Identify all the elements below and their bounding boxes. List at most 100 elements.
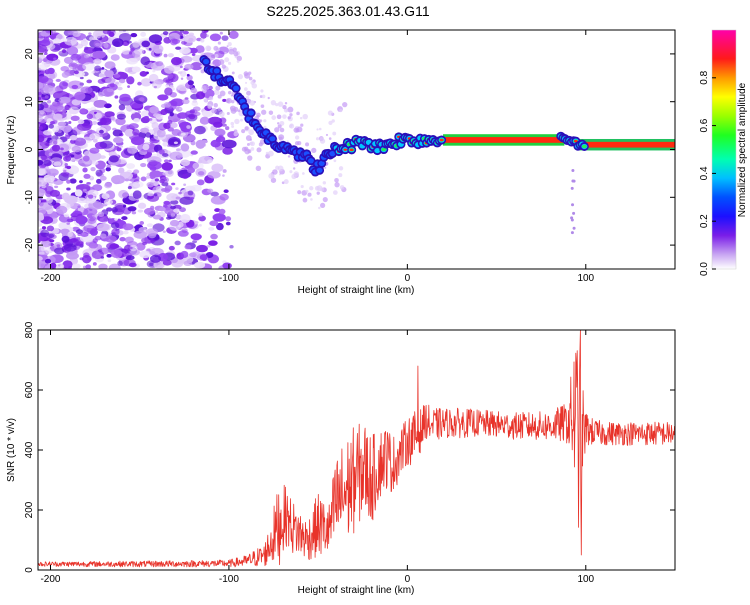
noise-speck — [114, 218, 118, 221]
noise-speck — [40, 154, 48, 161]
ridge-tail-speck — [571, 168, 575, 172]
noise-speck — [66, 222, 71, 225]
colorbar-tick-label: 0.6 — [699, 118, 710, 132]
ridge-blob-core — [318, 160, 325, 167]
noise-speck — [97, 211, 105, 217]
noise-speck — [180, 132, 186, 136]
spectrogram-noise-layer — [38, 30, 348, 269]
noise-speck — [169, 151, 183, 161]
noise-speck — [173, 208, 181, 213]
noise-speck — [113, 137, 124, 144]
noise-speck — [147, 192, 154, 197]
noise-speck — [80, 232, 89, 237]
noise-speck — [284, 101, 288, 105]
noise-speck — [319, 127, 322, 131]
noise-speck — [249, 138, 253, 141]
noise-speck — [153, 113, 161, 118]
noise-speck — [179, 47, 191, 54]
noise-speck — [42, 58, 48, 62]
noise-speck — [207, 159, 213, 164]
noise-speck — [165, 169, 174, 177]
spectrogram-ytick-label: -20 — [24, 237, 35, 252]
noise-speck — [116, 113, 126, 120]
noise-speck — [69, 134, 78, 141]
noise-speck — [46, 225, 55, 232]
noise-speck — [99, 233, 107, 239]
noise-speck — [328, 120, 333, 126]
snr-ytick-label: 600 — [24, 381, 35, 398]
noise-speck — [117, 86, 123, 91]
noise-speck — [118, 78, 126, 84]
noise-speck — [158, 149, 165, 155]
noise-speck — [246, 142, 250, 146]
noise-speck — [207, 170, 221, 179]
noise-speck — [99, 129, 104, 134]
noise-speck — [63, 213, 70, 218]
noise-speck — [114, 95, 119, 99]
noise-speck — [188, 252, 197, 257]
noise-speck — [93, 58, 102, 65]
noise-speck — [249, 141, 254, 146]
noise-speck — [182, 173, 189, 180]
noise-speck — [236, 55, 243, 62]
noise-speck — [40, 86, 49, 95]
noise-speck — [338, 166, 344, 171]
noise-speck — [61, 192, 70, 201]
ridge-tail-speck — [571, 179, 575, 183]
noise-speck — [38, 239, 41, 244]
noise-speck — [107, 259, 112, 263]
noise-speck — [225, 221, 231, 226]
noise-speck — [205, 251, 214, 258]
noise-speck — [221, 64, 226, 69]
noise-speck — [38, 103, 45, 111]
noise-speck — [208, 96, 214, 101]
spectrogram-xtick-label: 100 — [577, 273, 594, 284]
noise-speck — [65, 252, 79, 260]
noise-speck — [243, 71, 249, 77]
noise-speck — [305, 142, 310, 147]
noise-speck — [175, 187, 179, 190]
noise-speck — [320, 202, 326, 208]
noise-speck — [339, 185, 345, 190]
noise-speck — [261, 94, 266, 99]
noise-speck — [216, 222, 224, 231]
noise-speck — [56, 142, 71, 152]
noise-speck — [221, 139, 237, 149]
noise-speck — [157, 94, 169, 101]
noise-speck — [179, 107, 182, 111]
noise-speck — [229, 244, 234, 249]
noise-speck — [56, 138, 62, 142]
ridge-blob-core — [374, 147, 381, 154]
noise-speck — [71, 145, 81, 153]
noise-speck — [145, 132, 152, 138]
noise-speck — [331, 119, 335, 123]
noise-speck — [77, 159, 84, 164]
noise-speck — [270, 177, 277, 183]
colorbar-ticks: 0.0 0.2 0.4 0.6 0.8 — [699, 70, 716, 276]
noise-speck — [38, 213, 43, 222]
noise-speck — [162, 141, 168, 147]
ridge-blob-peak — [349, 148, 354, 152]
noise-speck — [137, 202, 147, 209]
noise-speck — [334, 182, 340, 188]
noise-speck — [154, 178, 160, 182]
noise-speck — [260, 89, 264, 93]
noise-speck — [60, 228, 70, 234]
noise-speck — [74, 91, 86, 101]
noise-speck — [287, 116, 291, 120]
noise-speck — [241, 129, 246, 134]
noise-speck — [122, 230, 129, 235]
noise-speck — [289, 124, 293, 128]
noise-speck — [244, 148, 251, 155]
noise-speck — [260, 104, 265, 108]
noise-speck — [164, 87, 173, 96]
noise-speck — [124, 67, 134, 73]
noise-speck — [66, 152, 72, 157]
noise-speck — [49, 189, 61, 197]
noise-speck — [210, 195, 226, 205]
noise-speck — [149, 106, 159, 114]
noise-speck — [222, 262, 232, 269]
noise-speck — [202, 84, 209, 91]
noise-speck — [187, 190, 194, 196]
noise-speck — [222, 147, 233, 155]
